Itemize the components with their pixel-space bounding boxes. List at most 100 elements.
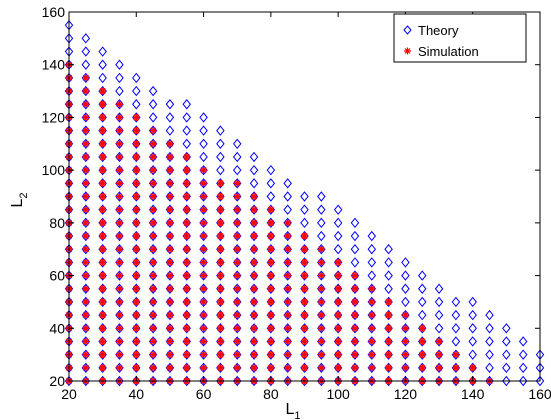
theory-point	[98, 59, 107, 70]
simulation-point	[132, 140, 140, 148]
theory-point	[468, 309, 477, 321]
theory-point	[165, 99, 175, 110]
theory-point	[283, 178, 292, 189]
simulation-point	[250, 351, 258, 359]
theory-point	[115, 349, 124, 360]
simulation-point	[132, 206, 140, 214]
theory-point	[199, 257, 208, 268]
theory-point	[81, 204, 91, 215]
x-tick-label: 40	[128, 386, 144, 402]
theory-point	[485, 349, 494, 360]
theory-point	[317, 349, 326, 360]
theory-point	[81, 270, 91, 281]
simulation-point	[149, 166, 157, 174]
simulation-point	[216, 285, 224, 293]
simulation-point	[99, 127, 107, 135]
theory-point	[283, 270, 292, 281]
simulation-point	[284, 351, 292, 359]
theory-point	[81, 349, 91, 360]
simulation-point	[183, 153, 191, 161]
legend-theory-icon	[403, 25, 412, 35]
theory-point	[148, 283, 158, 294]
theory-point	[98, 336, 107, 347]
simulation-point	[317, 351, 325, 359]
theory-point	[317, 336, 326, 347]
theory-point	[199, 362, 208, 374]
simulation-point	[82, 285, 90, 293]
theory-point	[132, 323, 141, 334]
theory-point	[115, 309, 124, 321]
y-tick-label: 120	[42, 109, 66, 125]
simulation-point	[82, 127, 90, 135]
theory-point	[148, 164, 158, 176]
theory-point	[350, 257, 360, 268]
theory-point	[182, 323, 191, 334]
simulation-point	[368, 298, 376, 306]
legend: Theory Simulation	[393, 13, 527, 63]
simulation-point	[233, 245, 241, 253]
simulation-point	[334, 364, 342, 372]
simulation-point	[233, 219, 241, 227]
theory-point	[333, 362, 343, 374]
simulation-point	[216, 232, 224, 240]
simulation-point	[368, 338, 376, 345]
theory-point	[98, 230, 107, 242]
theory-point	[115, 112, 124, 123]
theory-point	[81, 112, 91, 123]
simulation-point	[301, 311, 308, 319]
theory-point	[232, 270, 242, 281]
simulation-point	[82, 153, 90, 161]
theory-point	[485, 362, 494, 374]
simulation-point	[183, 219, 191, 227]
simulation-point	[149, 206, 157, 214]
theory-point	[518, 336, 528, 347]
theory-point	[367, 270, 377, 281]
theory-point	[502, 362, 511, 374]
simulation-point	[99, 100, 107, 108]
data-marks	[64, 19, 545, 387]
simulation-point	[183, 166, 191, 174]
simulation-point	[166, 219, 174, 227]
theory-point	[148, 138, 158, 149]
simulation-point	[216, 258, 224, 266]
simulation-point	[116, 311, 123, 319]
theory-point	[249, 296, 259, 308]
theory-point	[384, 296, 393, 308]
theory-point	[468, 323, 477, 334]
theory-point	[199, 230, 208, 242]
simulation-point	[351, 285, 359, 293]
theory-point	[249, 191, 259, 202]
theory-point	[266, 362, 276, 374]
theory-point	[333, 349, 343, 360]
simulation-point	[267, 324, 275, 332]
simulation-point	[166, 285, 174, 293]
theory-point	[182, 191, 191, 202]
simulation-point	[200, 166, 207, 174]
simulation-point	[200, 193, 207, 200]
theory-point	[165, 125, 175, 136]
simulation-point	[233, 311, 241, 319]
theory-point	[502, 336, 511, 347]
simulation-point	[82, 298, 90, 306]
theory-point	[165, 362, 175, 374]
theory-point	[300, 191, 309, 202]
theory-point	[64, 178, 74, 189]
simulation-point	[82, 364, 90, 372]
theory-point	[115, 296, 124, 308]
theory-point	[115, 204, 124, 215]
theory-point	[165, 112, 175, 123]
theory-point	[64, 191, 74, 202]
theory-point	[333, 257, 343, 268]
simulation-point	[132, 258, 140, 266]
theory-point	[350, 362, 360, 374]
simulation-point	[301, 364, 308, 372]
simulation-point	[99, 232, 107, 240]
x-tick-label: 140	[461, 386, 485, 402]
simulation-point	[166, 311, 174, 319]
simulation-point	[116, 206, 123, 214]
theory-point	[317, 309, 326, 321]
simulation-point	[250, 206, 258, 214]
theory-point	[232, 244, 242, 255]
simulation-point	[99, 140, 107, 148]
